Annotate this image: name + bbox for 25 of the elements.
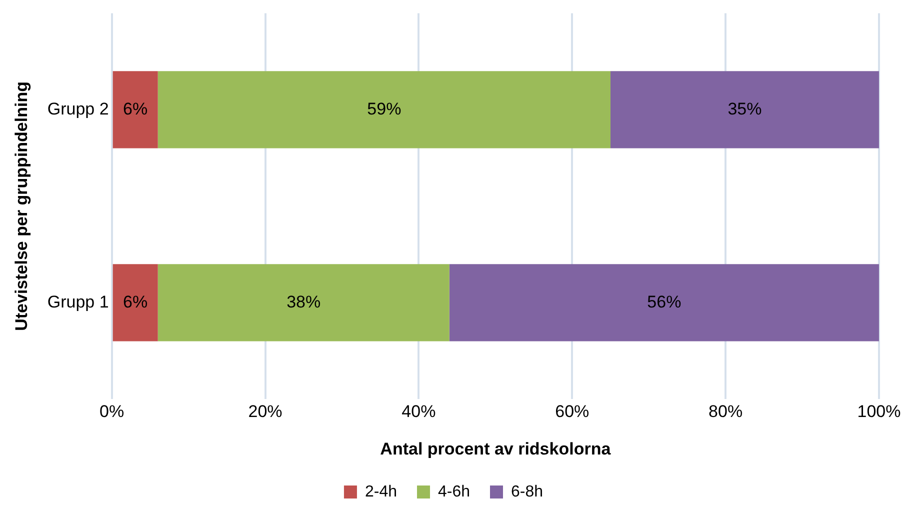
x-tick-label: 60% (555, 402, 590, 422)
legend-label: 4-6h (438, 483, 470, 500)
bar (158, 264, 450, 342)
y-tick-label: Grupp 1 (47, 292, 109, 312)
bar (449, 264, 879, 342)
x-tick-label: 80% (708, 402, 743, 422)
data-label: 56% (647, 292, 682, 312)
data-label: 38% (286, 292, 321, 312)
y-axis-title: Utevistelse per gruppindelning (12, 82, 31, 331)
bar (112, 71, 158, 148)
y-tick-label: Grupp 2 (47, 99, 109, 118)
data-label: 59% (367, 99, 402, 118)
data-label: 6% (123, 292, 148, 312)
legend-label: 6-8h (511, 483, 544, 500)
x-tick-label: 40% (402, 402, 436, 422)
x-axis-title: Antal procent av ridskolorna (380, 439, 612, 458)
x-tick-label: 20% (248, 402, 282, 422)
x-tick-label: 0% (100, 402, 124, 422)
data-label: 6% (123, 99, 148, 118)
legend-label: 2-4h (364, 483, 397, 500)
data-label: 35% (728, 99, 762, 118)
bar (112, 264, 158, 342)
bar (158, 71, 610, 148)
bar (610, 71, 879, 148)
x-tick-label: 100% (857, 402, 901, 422)
